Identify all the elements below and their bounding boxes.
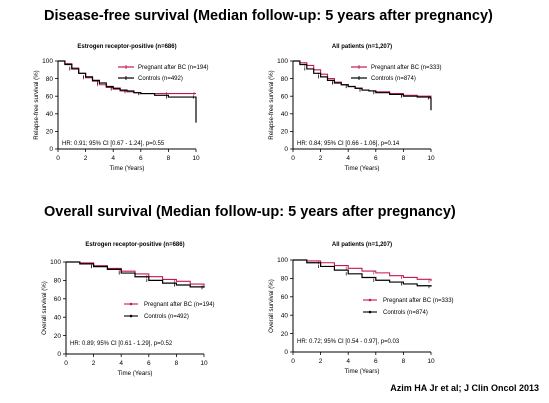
- x-tick-label: 0: [56, 155, 60, 162]
- x-axis-label: Time (Years): [345, 368, 380, 375]
- hazard-ratio-annotation: HR: 0.91; 95% CI [0.67 - 1.24], p=0.55: [62, 141, 165, 147]
- y-tick-label: 40: [281, 111, 289, 118]
- y-tick-label: 20: [281, 129, 289, 136]
- controls-survival-curve: [58, 60, 197, 123]
- x-tick-label: 10: [200, 360, 208, 367]
- x-tick-label: 10: [427, 155, 435, 162]
- x-tick-label: 8: [167, 155, 171, 162]
- y-tick-label: 100: [277, 58, 288, 65]
- x-tick-label: 0: [64, 360, 68, 367]
- x-tick-label: 6: [139, 155, 143, 162]
- legend-entry: Controls (n=492): [144, 314, 189, 320]
- chart-title: Estrogen receptor-positive (n=686): [77, 44, 176, 50]
- chart-title: All patients (n=1,207): [332, 44, 392, 50]
- y-tick-label: 20: [46, 129, 54, 136]
- legend-entry: Pregnant after BC (n=194): [144, 302, 215, 308]
- x-axis-label: Time (Years): [110, 165, 145, 172]
- x-axis-label: Time (Years): [118, 370, 153, 377]
- dfs-section-title: Disease-free survival (Median follow-up:…: [44, 8, 493, 24]
- y-tick-label: 60: [54, 296, 62, 303]
- x-tick-label: 6: [147, 360, 151, 367]
- legend-entry: Controls (n=492): [138, 76, 183, 82]
- y-tick-label: 0: [49, 146, 53, 153]
- y-axis-label: Overall survival (%): [268, 279, 275, 333]
- y-tick-label: 60: [281, 93, 289, 100]
- x-tick-label: 2: [319, 155, 323, 162]
- controls-survival-curve: [66, 261, 205, 288]
- hazard-ratio-annotation: HR: 0.89; 95% CI [0.61 - 1.29], p=0.52: [70, 341, 173, 347]
- x-tick-label: 0: [291, 358, 295, 365]
- legend-entry: Pregnant after BC (n=333): [383, 298, 454, 304]
- legend-entry: Controls (n=874): [383, 310, 428, 316]
- y-tick-label: 0: [284, 349, 288, 356]
- y-tick-label: 40: [46, 111, 54, 118]
- x-tick-label: 6: [374, 155, 378, 162]
- os-er-positive-chart: Estrogen receptor-positive (n=686)020406…: [41, 242, 215, 377]
- dfs-er-positive-chart: Estrogen receptor-positive (n=686)020406…: [33, 44, 209, 172]
- legend-swatch-marker: [129, 302, 133, 306]
- os-section-title: Overall survival (Median follow-up: 5 ye…: [44, 204, 456, 220]
- y-tick-label: 80: [281, 276, 289, 283]
- y-tick-label: 100: [277, 257, 288, 264]
- x-tick-label: 0: [291, 155, 295, 162]
- x-tick-label: 4: [111, 155, 115, 162]
- legend-swatch-marker: [368, 310, 372, 314]
- y-tick-label: 80: [46, 76, 54, 83]
- x-tick-label: 10: [192, 155, 200, 162]
- y-tick-label: 60: [281, 294, 289, 301]
- x-tick-label: 8: [402, 155, 406, 162]
- x-tick-label: 4: [346, 155, 350, 162]
- x-tick-label: 4: [119, 360, 123, 367]
- y-axis-label: Overall survival (%): [41, 281, 48, 335]
- legend-entry: Pregnant after BC (n=333): [371, 65, 442, 71]
- citation: Azim HA Jr et al; J Clin Oncol 2013: [390, 383, 539, 393]
- legend-entry: Pregnant after BC (n=194): [138, 65, 209, 71]
- controls-survival-curve: [293, 259, 432, 287]
- legend-swatch-marker: [129, 314, 133, 318]
- hazard-ratio-annotation: HR: 0.72; 95% CI [0.54 - 0.97], p=0.03: [297, 339, 400, 345]
- y-tick-label: 60: [46, 93, 54, 100]
- dfs-all-patients-chart: All patients (n=1,207) 0 20 40 60 80 100 0 2 4 6 8 1…: [268, 44, 442, 172]
- chart-title: All patients (n=1,207): [332, 242, 392, 248]
- y-axis-label: Relapse-free survival (%): [268, 70, 275, 139]
- y-tick-label: 80: [281, 76, 289, 83]
- os-all-patients-chart: All patients (n=1,207) 0 20 40 60 80 100 0 2 4 6 8 1…: [268, 242, 454, 375]
- x-tick-label: 8: [175, 360, 179, 367]
- y-tick-label: 40: [281, 312, 289, 319]
- y-tick-label: 80: [54, 278, 62, 285]
- legend-entry: Controls (n=874): [371, 76, 416, 82]
- x-tick-label: 2: [92, 360, 96, 367]
- y-tick-label: 100: [42, 58, 53, 65]
- x-tick-label: 4: [346, 358, 350, 365]
- pregnant-survival-curve: [293, 259, 432, 282]
- x-tick-label: 8: [402, 358, 406, 365]
- y-tick-label: 20: [54, 333, 62, 340]
- x-tick-label: 2: [319, 358, 323, 365]
- y-tick-label: 20: [281, 331, 289, 338]
- y-tick-label: 0: [57, 351, 61, 358]
- legend-swatch-marker: [368, 298, 372, 302]
- x-axis-label: Time (Years): [345, 165, 380, 172]
- controls-survival-curve: [293, 60, 432, 111]
- hazard-ratio-annotation: HR: 0.84; 95% CI [0.66 - 1.06], p=0.14: [297, 141, 400, 147]
- x-tick-label: 6: [374, 358, 378, 365]
- y-axis-label: Relapse-free survival (%): [33, 70, 40, 139]
- x-tick-label: 2: [84, 155, 88, 162]
- y-tick-label: 0: [284, 146, 288, 153]
- y-tick-label: 40: [54, 314, 62, 321]
- chart-title: Estrogen receptor-positive (n=686): [85, 242, 184, 248]
- x-tick-label: 10: [427, 358, 435, 365]
- y-tick-label: 100: [50, 259, 61, 266]
